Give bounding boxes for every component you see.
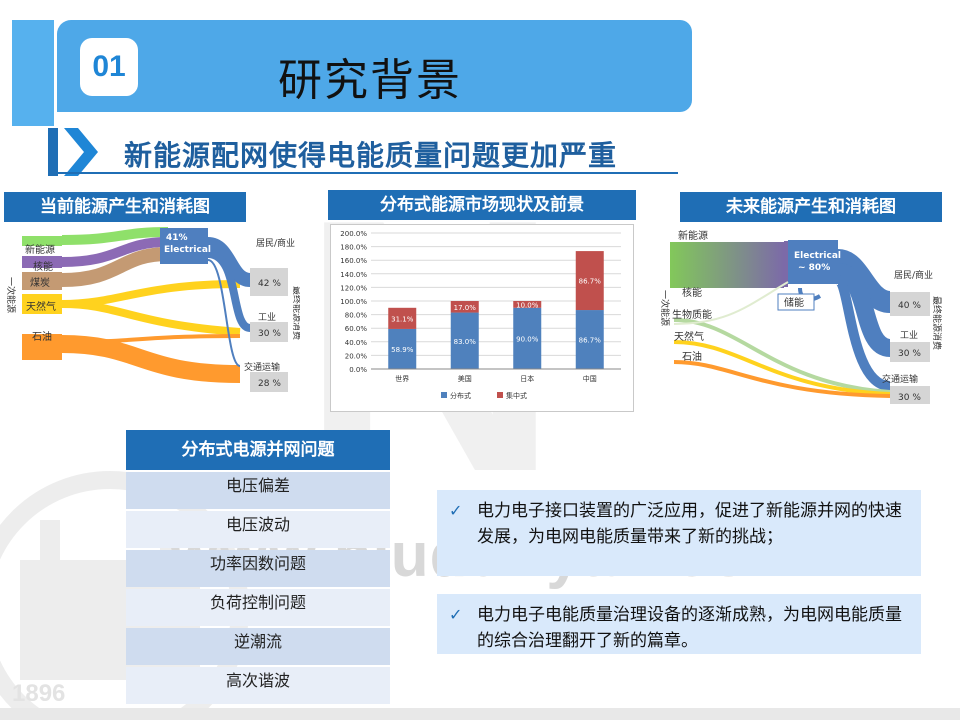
- subtitle-underline: [58, 172, 678, 174]
- panel-label-future: 未来能源产生和消耗图: [680, 192, 942, 222]
- check-icon: ✓: [449, 501, 463, 520]
- source-label: 天然气: [674, 330, 704, 343]
- bar-segment: [575, 251, 604, 311]
- end-axis-label: 最终能源消费: [291, 286, 300, 340]
- target-label: 交通运输: [882, 373, 918, 385]
- bar-segment: [388, 307, 417, 329]
- source-label: 新能源: [25, 243, 55, 256]
- y-tick-label: 100.0%: [340, 298, 367, 306]
- hub-pct: 41%: [166, 233, 188, 243]
- table-row: 高次谐波: [126, 667, 390, 704]
- table-header: 分布式电源并网问题: [126, 430, 390, 470]
- note-text: 电力电子接口装置的广泛应用，促进了新能源并网的快速发展，为电网电能质量带来了新的…: [477, 501, 902, 547]
- x-tick-label: 日本: [520, 374, 534, 383]
- note-text: 电力电子电能质量治理设备的逐渐成熟，为电网电能质量的综合治理翻开了新的篇章。: [477, 605, 902, 651]
- target-label: 工业: [258, 312, 276, 323]
- grid-issues-table: 分布式电源并网问题 电压偏差 电压波动 功率因数问题 负荷控制问题 逆潮流 高次…: [126, 430, 390, 704]
- chevron-right-icon: [48, 128, 98, 176]
- table-row: 负荷控制问题: [126, 589, 390, 626]
- bar-segment: [575, 310, 604, 369]
- footer-bar: [0, 708, 960, 720]
- page-title: 研究背景: [278, 55, 462, 106]
- y-tick-label: 0.0%: [349, 366, 367, 374]
- year-watermark: 1896: [12, 680, 66, 707]
- note-box: ✓ 电力电子电能质量治理设备的逐渐成熟，为电网电能质量的综合治理翻开了新的篇章。: [437, 594, 921, 654]
- hub-pct: ~ 80%: [798, 263, 830, 273]
- table-row: 电压波动: [126, 511, 390, 548]
- data-label: 83.0%: [454, 338, 477, 346]
- target-label: 工业: [900, 330, 918, 341]
- target-pct: 42 %: [258, 279, 281, 289]
- legend-swatch: [441, 392, 447, 398]
- source-label: 新能源: [678, 229, 708, 242]
- hub-label: Electrical: [164, 245, 211, 255]
- y-tick-label: 40.0%: [345, 339, 368, 347]
- subtitle: 新能源配网使得电能质量问题更加严重: [124, 139, 618, 172]
- legend-label: 集中式: [506, 391, 527, 400]
- check-icon: ✓: [449, 605, 463, 624]
- y-tick-label: 20.0%: [345, 352, 368, 360]
- source-label: 天然气: [26, 300, 56, 313]
- legend-swatch: [497, 392, 503, 398]
- table-row: 逆潮流: [126, 628, 390, 665]
- panel-label-market: 分布式能源市场现状及前景: [328, 190, 636, 220]
- target-pct: 30 %: [258, 329, 281, 339]
- header-accent: [12, 20, 54, 126]
- panel-label-current: 当前能源产生和消耗图: [4, 192, 246, 222]
- x-tick-label: 世界: [395, 374, 409, 383]
- bar-segment: [513, 307, 542, 369]
- bar-segment: [513, 301, 542, 308]
- data-label: 10.0%: [516, 301, 539, 309]
- data-label: 86.7%: [579, 278, 602, 286]
- source-label: 石油: [32, 330, 52, 343]
- source-label: 煤炭: [30, 276, 50, 289]
- source-label: 生物质能: [672, 308, 712, 321]
- header-bar: [57, 20, 692, 112]
- current-energy-sankey: 一次能源 新能源 核能 煤炭 天然气 石油 41% Electrical 居民/…: [5, 227, 300, 392]
- legend-label: 分布式: [450, 391, 471, 400]
- y-tick-label: 80.0%: [345, 312, 368, 320]
- data-label: 17.0%: [454, 304, 477, 312]
- y-tick-label: 120.0%: [340, 284, 367, 292]
- primary-energy-axis-label: 一次能源: [5, 277, 17, 313]
- future-energy-sankey: 一次能源 新能源 核能 生物质能 天然气 石油 Electrical ~ 80%…: [660, 229, 943, 404]
- data-label: 58.9%: [391, 346, 414, 354]
- target-pct: 28 %: [258, 379, 281, 389]
- y-tick-label: 160.0%: [340, 257, 367, 265]
- y-tick-label: 200.0%: [340, 230, 367, 238]
- bar-segment: [450, 312, 479, 369]
- bar-chart-canvas: 0.0% 20.0% 40.0% 60.0% 80.0% 100.0% 120.0% 140.…: [340, 230, 621, 400]
- data-label: 31.1%: [391, 315, 414, 323]
- source-label: 核能: [33, 260, 53, 273]
- end-axis-label: 最终能源消费: [931, 296, 943, 350]
- data-label: 90.0%: [516, 335, 539, 343]
- data-label: 86.7%: [579, 337, 602, 345]
- bar-segment: [388, 328, 417, 369]
- x-tick-label: 中国: [583, 374, 597, 383]
- target-label: 居民/商业: [256, 237, 295, 249]
- bar-segment: [450, 301, 479, 313]
- target-label: 居民/商业: [894, 269, 933, 281]
- y-tick-label: 60.0%: [345, 325, 368, 333]
- y-tick-label: 140.0%: [340, 271, 367, 279]
- target-pct: 30 %: [898, 393, 921, 403]
- y-tick-label: 180.0%: [340, 244, 367, 252]
- source-label: 石油: [682, 350, 702, 363]
- target-pct: 40 %: [898, 301, 921, 311]
- market-bar-chart: 0.0% 20.0% 40.0% 60.0% 80.0% 100.0% 120.0% 140.…: [330, 224, 634, 412]
- x-tick-label: 美国: [458, 374, 472, 383]
- storage-label: 储能: [784, 296, 804, 309]
- hub-label: Electrical: [794, 251, 841, 261]
- slide-number-badge: 01: [80, 38, 138, 96]
- table-row: 功率因数问题: [126, 550, 390, 587]
- table-row: 电压偏差: [126, 472, 390, 509]
- note-box: ✓ 电力电子接口装置的广泛应用，促进了新能源并网的快速发展，为电网电能质量带来了…: [437, 490, 921, 576]
- source-label: 核能: [682, 286, 702, 299]
- target-pct: 30 %: [898, 349, 921, 359]
- primary-energy-axis-label: 一次能源: [660, 290, 671, 326]
- target-label: 交通运输: [244, 361, 280, 373]
